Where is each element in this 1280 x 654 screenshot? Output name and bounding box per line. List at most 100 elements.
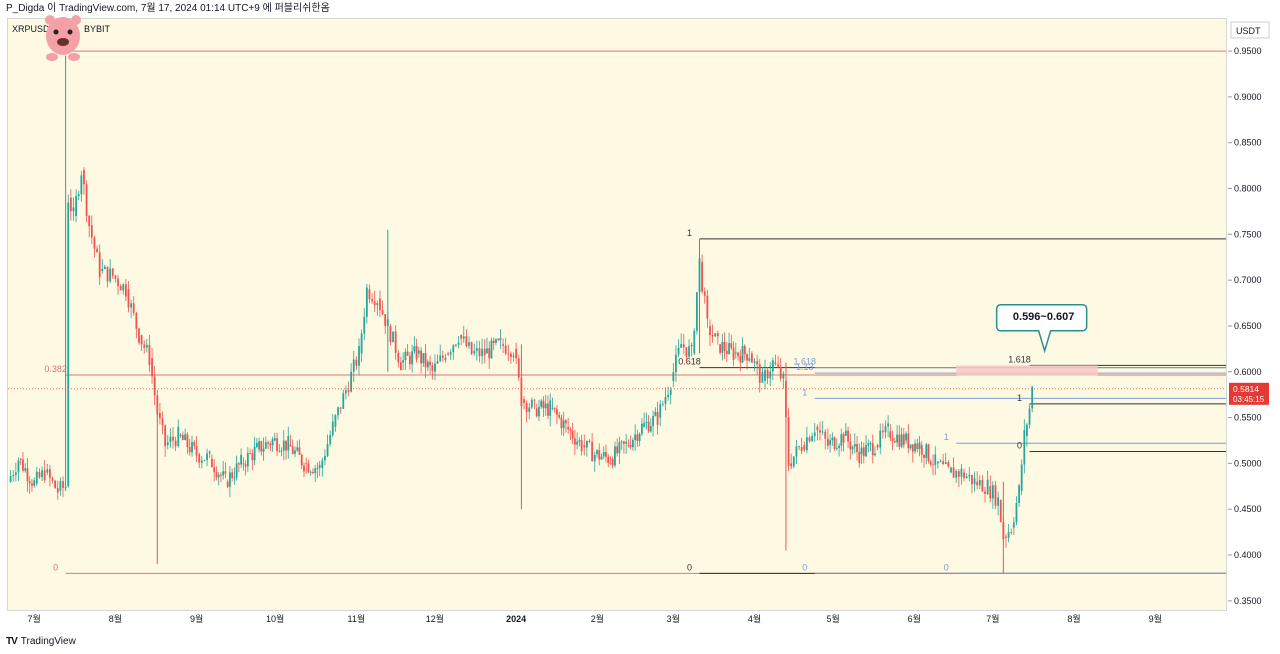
candle-body <box>1028 408 1031 425</box>
candle-body <box>331 421 334 436</box>
candle-body <box>130 303 133 308</box>
y-tick-label: 0.6500 <box>1234 321 1262 331</box>
candle-body <box>835 448 838 449</box>
candle-body <box>475 348 478 351</box>
candle-body <box>680 344 683 348</box>
x-tick-label: 9월 <box>190 613 203 624</box>
candle-body <box>140 335 143 345</box>
fib-level-label: 0 <box>53 562 58 572</box>
candle-body <box>831 437 834 441</box>
publish-info: P_Digda 이 TradingView.com, 7월 17, 2024 0… <box>6 3 330 14</box>
candle-body <box>932 464 934 466</box>
candle-body <box>654 411 657 416</box>
candle-body <box>406 351 409 356</box>
candle-body <box>819 430 821 433</box>
price-axis[interactable] <box>1228 18 1280 611</box>
candle-body <box>426 361 429 368</box>
candle-body <box>813 432 816 437</box>
candle-body <box>994 485 997 506</box>
candle-body <box>228 472 231 487</box>
candle-body <box>296 447 299 451</box>
candle-body <box>1031 386 1034 409</box>
callout-text: 0.596~0.607 <box>1013 311 1074 323</box>
candle-body <box>408 355 411 365</box>
candle-body <box>902 434 905 445</box>
candle-body <box>971 474 973 485</box>
candle-body <box>565 420 567 424</box>
current-price-value: 0.5814 <box>1233 384 1259 394</box>
candle-body <box>649 425 652 432</box>
candle-body <box>795 446 798 457</box>
candle-body <box>62 481 64 488</box>
candle-body <box>942 461 945 464</box>
candle-body <box>600 456 603 460</box>
candle-body <box>96 248 98 253</box>
candle-body <box>898 434 901 447</box>
candle-body <box>746 354 748 361</box>
candle-body <box>952 467 955 478</box>
candle-body <box>862 447 865 457</box>
footer-brand[interactable]: TV TradingView <box>6 634 76 650</box>
candle-body <box>585 440 588 448</box>
candle-body <box>764 369 766 381</box>
candle-body <box>211 458 213 468</box>
candle-body <box>893 441 896 443</box>
candle-body <box>473 350 476 354</box>
candle-body <box>67 202 70 487</box>
candle-body <box>358 346 360 366</box>
candle-body <box>24 468 27 471</box>
unit-box[interactable] <box>1230 21 1270 39</box>
candle-body <box>111 268 114 276</box>
fib-level-label: 1 <box>687 228 692 238</box>
candle-body <box>607 456 610 464</box>
candle-body <box>792 456 795 467</box>
current-price-badge[interactable] <box>1229 382 1269 405</box>
candle-body <box>881 430 884 433</box>
candle-body <box>26 468 29 482</box>
x-tick-label: 12월 <box>426 613 444 624</box>
candle-body <box>119 285 122 291</box>
target-zone[interactable] <box>956 365 1098 376</box>
candle-body <box>907 433 910 449</box>
candle-body <box>821 431 824 433</box>
x-tick-label: 2024 <box>506 614 526 624</box>
candle-body <box>609 463 612 464</box>
candle-body <box>181 434 184 440</box>
symbol-name[interactable]: XRPUSDT <box>12 24 56 34</box>
candle-body <box>122 284 125 291</box>
candle-body <box>507 353 510 355</box>
candle-body <box>226 481 229 487</box>
fib-level-label: 0 <box>1017 440 1022 450</box>
candle-body <box>326 443 329 456</box>
callout-bubble[interactable] <box>995 304 1088 354</box>
candle-body <box>379 298 381 311</box>
candle-body <box>544 403 547 409</box>
candle-body <box>562 420 565 429</box>
y-tick-label: 0.7000 <box>1234 275 1262 285</box>
y-tick-label: 0.8500 <box>1234 138 1262 148</box>
candle-body <box>871 443 874 456</box>
candle-body <box>725 350 728 354</box>
candle-body <box>991 485 994 499</box>
candle-body <box>530 399 533 408</box>
fib-level-label: 0 <box>687 562 692 572</box>
candle-body <box>381 310 384 315</box>
candle-body <box>497 339 500 341</box>
candle-body <box>934 454 937 465</box>
y-tick-label: 0.4000 <box>1234 550 1262 560</box>
candle-body <box>721 341 724 353</box>
candle-body <box>135 312 138 329</box>
candle-body <box>999 500 1002 522</box>
x-tick-label: 11월 <box>348 613 366 624</box>
candle-body <box>244 464 247 467</box>
candle-body <box>602 451 605 457</box>
candle-body <box>957 471 960 477</box>
candle-body <box>750 353 753 363</box>
candle-body <box>989 486 992 499</box>
candle-body <box>743 345 746 355</box>
time-axis[interactable] <box>7 611 1227 631</box>
candle-body <box>774 362 777 365</box>
candle-body <box>455 344 457 346</box>
candle-body <box>623 441 625 444</box>
